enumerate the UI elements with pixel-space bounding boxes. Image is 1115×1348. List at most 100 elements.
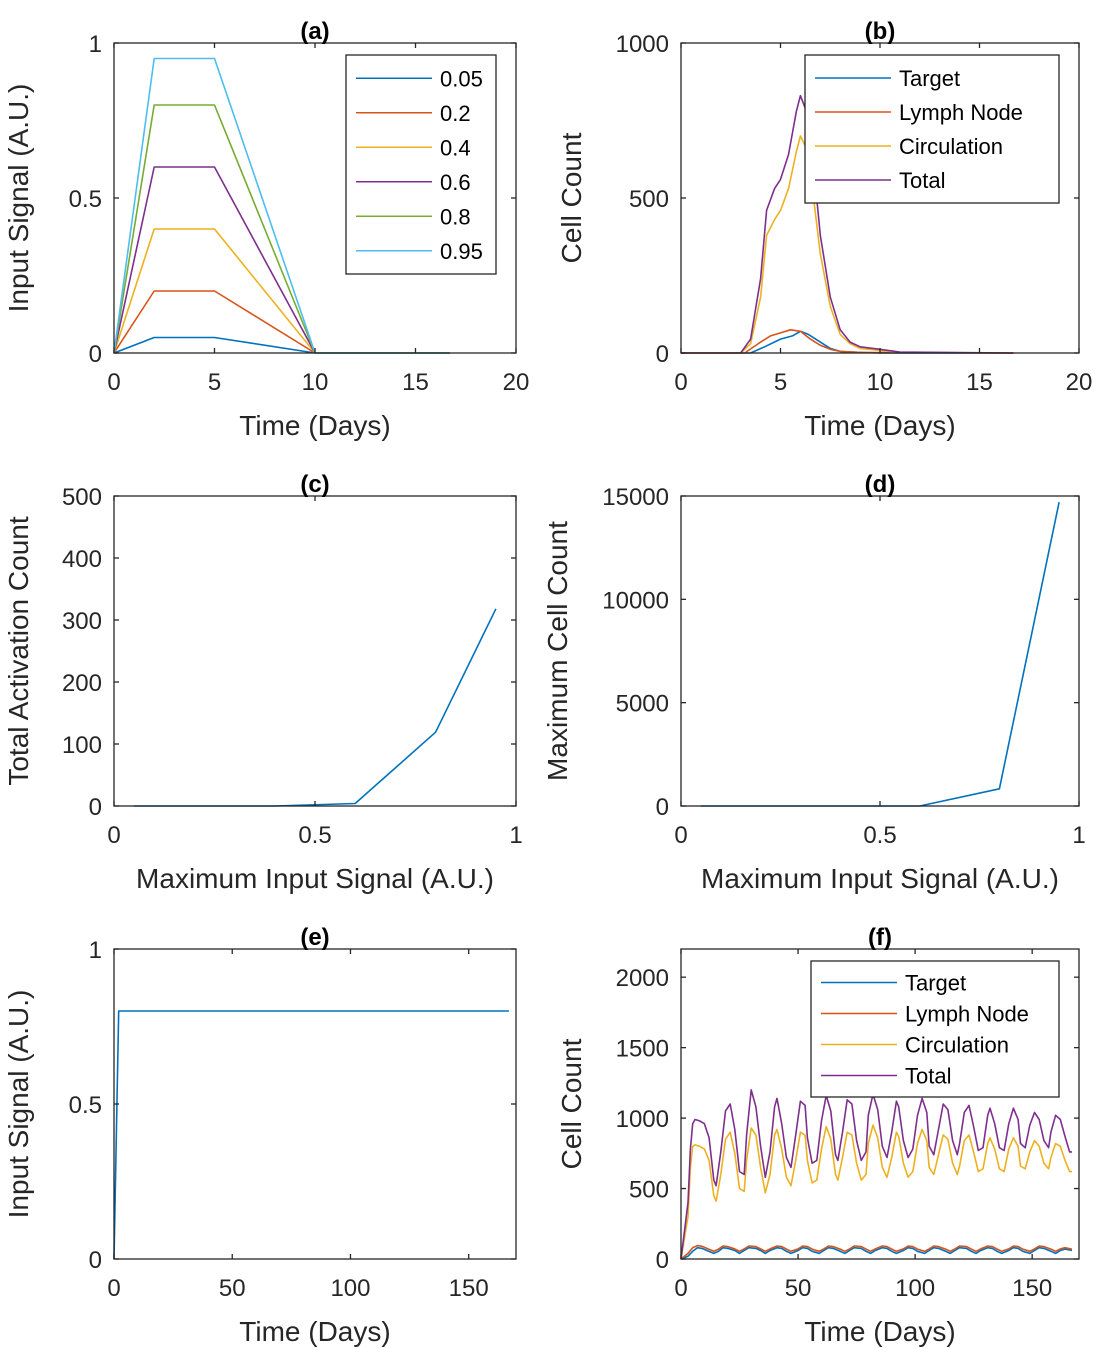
y-tick-label-c: 200	[62, 670, 102, 697]
legend-b: Target Lymph Node Circulation Total	[804, 54, 1060, 204]
series-line-f-lymph-node	[680, 1244, 1073, 1260]
y-axis-label-a: Input Signal (A.U.)	[3, 84, 34, 313]
axes-box-e	[113, 948, 517, 1260]
y-tick-label-c: 100	[62, 732, 102, 759]
x-tick-label-e: 0	[107, 1275, 120, 1302]
series-line-c-series-0	[134, 608, 497, 807]
x-tick-label-a: 15	[402, 369, 429, 396]
y-tick-label-f: 1000	[616, 1106, 669, 1133]
panel-title-b: (b)	[865, 18, 896, 45]
legend-label-a-0-95: 0.95	[440, 239, 483, 264]
legend-label-b-lymph-node: Lymph Node	[899, 100, 1023, 125]
legend-a: 0.05 0.2 0.4 0.6 0.8 0.95	[345, 54, 497, 275]
series-line-e-series-0	[113, 1010, 509, 1260]
series-line-b-lymph-node	[681, 328, 1014, 354]
series-line-d-series-0	[700, 502, 1060, 807]
legend-f: Target Lymph Node Circulation Total	[810, 960, 1060, 1098]
legend-label-f-circulation: Circulation	[905, 1033, 1009, 1058]
y-tick-label-c: 0	[89, 794, 102, 821]
x-tick-label-a: 5	[208, 369, 221, 396]
y-tick-label-d: 10000	[602, 587, 669, 614]
y-axis-label-b: Cell Count	[556, 132, 587, 263]
x-axis-label-d: Maximum Input Signal (A.U.)	[701, 863, 1059, 894]
legend-label-f-total: Total	[905, 1064, 951, 1089]
panel-title-e: (e)	[300, 924, 329, 951]
y-axis-label-f: Cell Count	[556, 1038, 587, 1169]
x-tick-label-d: 1	[1072, 822, 1085, 849]
x-tick-label-b: 10	[867, 369, 894, 396]
x-tick-label-e: 50	[219, 1275, 246, 1302]
legend-label-b-target: Target	[899, 66, 960, 91]
series-line-b-circulation	[681, 135, 1014, 354]
legend-box-f	[810, 960, 1060, 1098]
x-tick-label-f: 50	[785, 1275, 812, 1302]
y-axis-label-e: Input Signal (A.U.)	[3, 990, 34, 1219]
x-axis-label-c: Maximum Input Signal (A.U.)	[136, 863, 494, 894]
panel-title-f: (f)	[868, 924, 892, 951]
y-tick-label-e: 0	[89, 1247, 102, 1274]
x-tick-label-d: 0	[674, 822, 687, 849]
series-line-f-target	[680, 1246, 1073, 1260]
x-tick-label-c: 1	[509, 822, 522, 849]
legend-label-a-0-8: 0.8	[440, 204, 471, 229]
x-axis-label-a: Time (Days)	[239, 410, 390, 441]
x-tick-label-b: 0	[674, 369, 687, 396]
y-tick-label-d: 0	[656, 794, 669, 821]
x-axis-label-b: Time (Days)	[804, 410, 955, 441]
y-tick-label-f: 0	[656, 1247, 669, 1274]
x-tick-label-a: 20	[503, 369, 530, 396]
legend-label-a-0-4: 0.4	[440, 135, 471, 160]
x-axis-label-f: Time (Days)	[804, 1316, 955, 1347]
x-tick-label-c: 0.5	[298, 822, 331, 849]
y-tick-label-e: 0.5	[69, 1092, 102, 1119]
panel-c: 0 0.5 1 0 100 200 300 400 500 (c) Maximum Input Si…	[3, 471, 523, 894]
series-line-a-0-2	[113, 290, 450, 354]
x-tick-label-b: 20	[1066, 369, 1093, 396]
panel-d: 0 0.5 1 0 5000 10000 15000 (d) Maximum Input Sig…	[542, 471, 1086, 894]
legend-label-f-lymph-node: Lymph Node	[905, 1002, 1029, 1027]
x-tick-label-b: 5	[774, 369, 787, 396]
panel-e: 0 50 100 150 0 0.5 1 (e) Time (Days) Input Signal…	[3, 924, 517, 1347]
panel-b: 0 5 10 15 20 0 500 1000 (b) Time (Days) Cell Count…	[556, 18, 1092, 441]
x-tick-label-a: 10	[302, 369, 329, 396]
panel-title-a: (a)	[300, 18, 329, 45]
x-tick-label-f: 0	[674, 1275, 687, 1302]
axes-box-c	[113, 495, 517, 807]
y-tick-label-d: 15000	[602, 484, 669, 511]
legend-box-a	[345, 54, 497, 275]
y-tick-label-c: 400	[62, 546, 102, 573]
y-tick-label-a: 1	[89, 31, 102, 58]
series-line-b-target	[681, 330, 1014, 354]
legend-label-b-circulation: Circulation	[899, 134, 1003, 159]
y-tick-label-a: 0.5	[69, 186, 102, 213]
legend-label-f-target: Target	[905, 971, 966, 996]
y-tick-label-e: 1	[89, 937, 102, 964]
y-tick-label-b: 500	[629, 186, 669, 213]
series-line-f-circulation	[680, 1124, 1072, 1260]
legend-label-a-0-05: 0.05	[440, 66, 483, 91]
panel-title-d: (d)	[865, 471, 896, 498]
x-tick-label-c: 0	[107, 822, 120, 849]
x-tick-label-d: 0.5	[863, 822, 896, 849]
y-tick-label-b: 1000	[616, 31, 669, 58]
legend-box-b	[804, 54, 1060, 204]
legend-label-b-total: Total	[899, 168, 945, 193]
y-axis-label-d: Maximum Cell Count	[542, 521, 573, 781]
y-tick-label-c: 300	[62, 608, 102, 635]
axes-box-f	[680, 948, 1080, 1260]
series-line-f-total	[680, 1089, 1072, 1260]
y-tick-label-c: 500	[62, 484, 102, 511]
y-tick-label-f: 1500	[616, 1036, 669, 1063]
axes-box-d	[680, 495, 1080, 807]
series-line-b-total	[681, 94, 1014, 354]
panel-a: 0 5 10 15 20 0 0.5 1 (a) Time (Days) Input Signal …	[3, 18, 529, 441]
y-tick-label-f: 500	[629, 1177, 669, 1204]
x-tick-label-a: 0	[107, 369, 120, 396]
panel-title-c: (c)	[300, 471, 329, 498]
legend-label-a-0-2: 0.2	[440, 101, 471, 126]
legend-label-a-0-6: 0.6	[440, 170, 471, 195]
x-tick-label-f: 150	[1012, 1275, 1052, 1302]
y-tick-label-f: 2000	[616, 965, 669, 992]
y-axis-label-c: Total Activation Count	[3, 516, 34, 785]
